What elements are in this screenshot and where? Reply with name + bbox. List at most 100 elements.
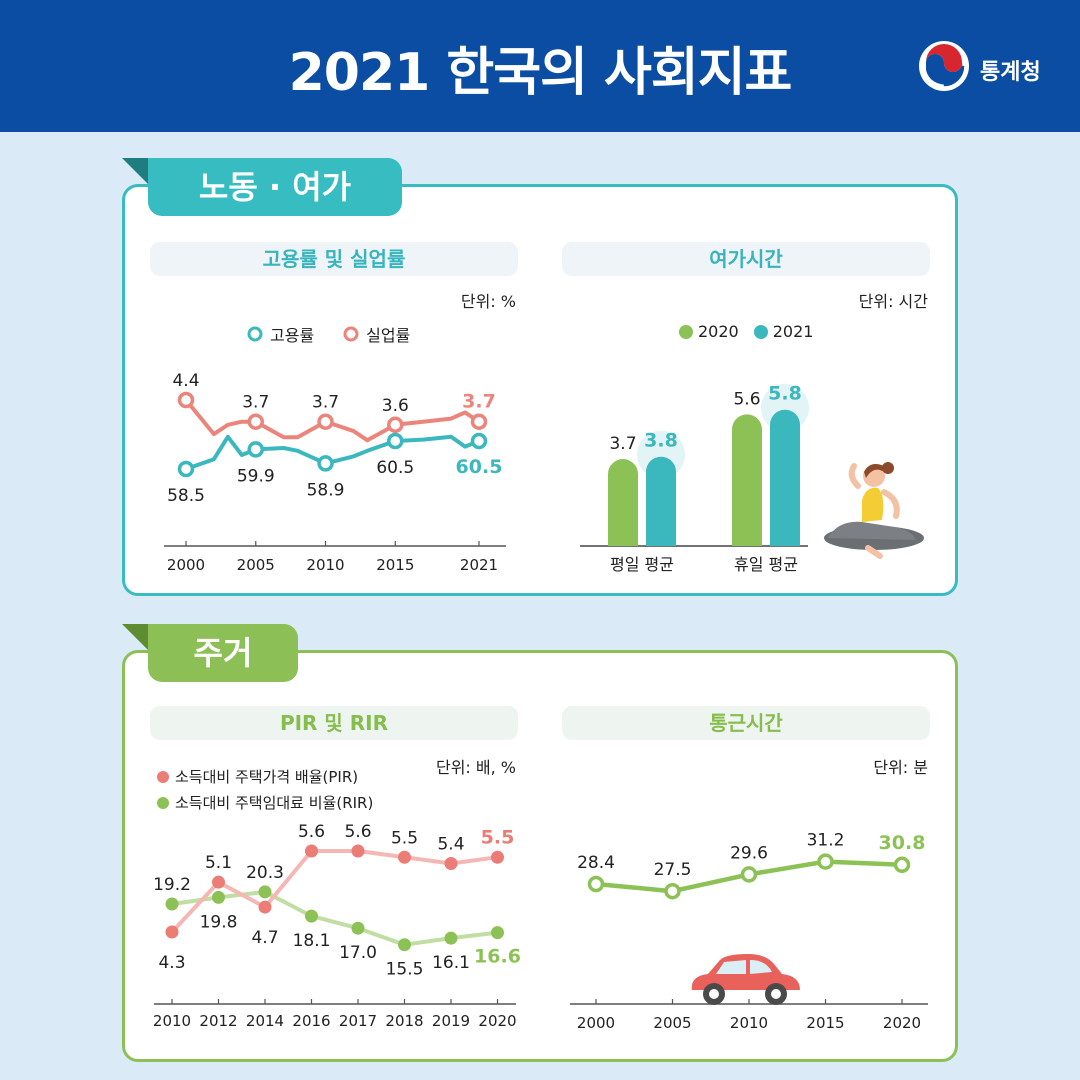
tab-fold bbox=[122, 624, 148, 650]
x-tick-label: 2020 bbox=[478, 1012, 516, 1030]
page-title: 2021 한국의 사회지표 bbox=[288, 43, 793, 103]
unemployment-point bbox=[177, 391, 195, 409]
rir-point bbox=[212, 890, 225, 904]
bar-value-label: 3.8 bbox=[644, 430, 678, 452]
pir-chart-title: PIR 및 RIR bbox=[150, 706, 518, 740]
unemployment-point bbox=[317, 413, 334, 430]
rir-line bbox=[171, 889, 498, 947]
employment-legend: 고용률 실업률 bbox=[246, 322, 410, 346]
rir-point bbox=[165, 897, 179, 911]
x-tick-label: 2000 bbox=[577, 1014, 615, 1032]
pir-point bbox=[165, 925, 179, 939]
pir-unit: 단위: 배, % bbox=[435, 758, 516, 777]
rir-data-label: 19.2 bbox=[153, 875, 191, 895]
x-tick-label: 2021 bbox=[460, 556, 498, 574]
commute-data-label: 28.4 bbox=[577, 853, 615, 873]
rir-legend-marker bbox=[157, 796, 169, 809]
rir-point bbox=[351, 921, 365, 935]
employment-chart-title: 고용률 및 실업률 bbox=[150, 242, 518, 276]
category-label: 평일 평균 bbox=[610, 555, 674, 574]
commute-data-label: 27.5 bbox=[654, 860, 692, 880]
pir-point bbox=[398, 850, 411, 864]
unemployment-point bbox=[387, 416, 404, 434]
legend-2021-label: 2021 bbox=[772, 322, 814, 341]
legend-2020-marker bbox=[679, 324, 693, 339]
employment-unit: 단위: % bbox=[460, 292, 516, 311]
commute-data-label: 30.8 bbox=[879, 832, 926, 854]
rir-data-label: 20.3 bbox=[246, 863, 284, 883]
x-tick-label: 2016 bbox=[292, 1012, 330, 1030]
pir-data-label: 5.5 bbox=[391, 828, 418, 848]
pir-rir-line-chart: 2010 2012 2014 2016 2017 2018 2019 2020 19.2 19.8… bbox=[153, 822, 521, 1030]
pir-data-label: 5.1 bbox=[205, 853, 232, 873]
pir-point bbox=[305, 844, 318, 858]
org-name: 통계청 bbox=[980, 60, 1041, 85]
rir-point bbox=[444, 931, 458, 945]
x-tick-label: 2015 bbox=[806, 1014, 844, 1032]
x-tick-label: 2019 bbox=[432, 1012, 470, 1030]
x-tick-label: 2017 bbox=[339, 1012, 377, 1030]
leisure-legend: 2020 2021 bbox=[678, 322, 813, 341]
commute-line-chart: 2000 2005 2010 2015 2020 28.4 27.5 29.6 31.2 30.8 bbox=[570, 831, 928, 1032]
bar-value-label: 3.7 bbox=[609, 434, 636, 454]
x-tick-label: 2010 bbox=[306, 556, 344, 574]
employment-legend-marker bbox=[247, 326, 263, 342]
employment-data-label: 58.9 bbox=[307, 480, 345, 500]
employment-point bbox=[247, 441, 265, 458]
x-tick-label: 2020 bbox=[883, 1014, 921, 1032]
commute-point bbox=[664, 882, 681, 900]
rir-data-label: 15.5 bbox=[386, 960, 424, 980]
rir-point bbox=[398, 938, 411, 952]
unemployment-data-label: 4.4 bbox=[172, 371, 199, 391]
government-logo-icon bbox=[919, 41, 969, 91]
employment-data-label: 60.5 bbox=[376, 458, 414, 478]
pir-point bbox=[444, 856, 458, 870]
unemployment-legend-label: 실업률 bbox=[366, 326, 411, 345]
unemployment-data-label: 3.7 bbox=[312, 393, 339, 413]
employment-data-label: 59.9 bbox=[237, 466, 275, 486]
x-tick-label: 2015 bbox=[376, 556, 414, 574]
rir-legend-item: 소득대비 주택임대료 비율(RIR) bbox=[156, 792, 373, 813]
commute-point bbox=[587, 875, 605, 893]
employment-line-chart: 2000 2005 2010 2015 2021 4.4 3.7 3.7 3.6 3.7 58.5 5… bbox=[164, 371, 506, 574]
pir-data-label: 4.3 bbox=[158, 953, 185, 973]
employment-point bbox=[387, 432, 404, 450]
rir-data-label: 19.8 bbox=[200, 912, 238, 932]
header-banner: 2021 한국의 사회지표 통계청 bbox=[0, 0, 1080, 132]
commute-point bbox=[817, 853, 834, 870]
yoga-woman-illustration-icon bbox=[824, 462, 924, 559]
legend-2021-marker bbox=[753, 324, 768, 339]
legend-2020-label: 2020 bbox=[698, 322, 739, 341]
pir-legend-item: 소득대비 주택가격 배율(PIR) bbox=[156, 766, 358, 787]
pir-point bbox=[491, 850, 504, 864]
bar-value-label: 5.6 bbox=[733, 389, 760, 409]
section-title-labor: 노동 · 여가 bbox=[148, 158, 402, 216]
rir-legend-label: 소득대비 주택임대료 비율(RIR) bbox=[175, 794, 374, 812]
employment-data-label: 58.5 bbox=[167, 486, 205, 506]
employment-point bbox=[177, 460, 195, 478]
x-tick-label: 2018 bbox=[385, 1012, 423, 1030]
pir-legend-marker bbox=[157, 770, 169, 783]
commute-data-label: 29.6 bbox=[730, 843, 768, 863]
bar-2021 bbox=[770, 409, 800, 546]
unemployment-point bbox=[470, 413, 488, 430]
commute-chart-title: 통근시간 bbox=[562, 706, 930, 740]
bar-value-label: 5.8 bbox=[768, 383, 802, 405]
x-tick-label: 2005 bbox=[237, 556, 275, 574]
pir-line bbox=[170, 849, 498, 934]
tab-fold bbox=[122, 158, 148, 184]
rir-data-label: 17.0 bbox=[339, 943, 377, 963]
leisure-unit: 단위: 시간 bbox=[858, 292, 928, 311]
bar-2021 bbox=[646, 456, 676, 546]
employment-point bbox=[470, 432, 488, 450]
x-tick-label: 2005 bbox=[653, 1014, 691, 1032]
rir-data-label: 16.1 bbox=[432, 953, 470, 973]
unemployment-data-label: 3.7 bbox=[242, 393, 269, 413]
x-tick-label: 2014 bbox=[246, 1012, 284, 1030]
section-title-housing: 주거 bbox=[148, 624, 298, 682]
unemployment-legend-marker bbox=[343, 326, 359, 342]
pir-data-label: 5.6 bbox=[298, 822, 325, 842]
bar-2020 bbox=[732, 414, 762, 546]
commute-point bbox=[893, 856, 911, 874]
x-tick-label: 2012 bbox=[199, 1012, 237, 1030]
